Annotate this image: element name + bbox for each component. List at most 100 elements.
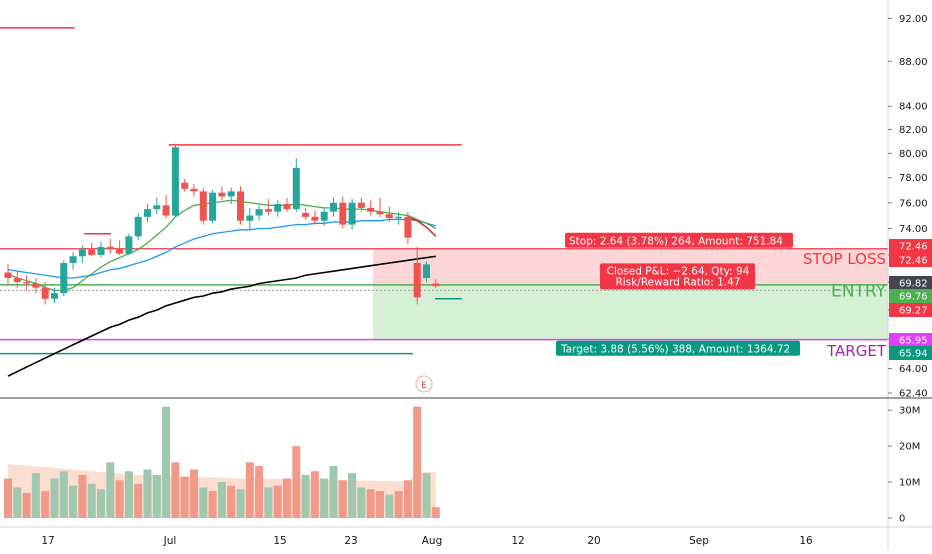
price-badge-bg-6 [889, 346, 932, 360]
candle-body-8 [78, 249, 86, 257]
time-tick-label-5: 12 [511, 535, 524, 547]
price-tick-label-7: 74.00 [899, 224, 928, 235]
volume-bar-3 [31, 473, 40, 518]
price-badge-label-5: 65.95 [899, 336, 928, 347]
volume-bar-25 [236, 489, 245, 518]
price-tick-label-5: 78.00 [899, 173, 928, 184]
price-badge-label-6: 65.94 [899, 349, 928, 360]
price-badge-bg-4 [889, 303, 932, 317]
candle-body-30 [283, 204, 291, 210]
candle-body-10 [97, 246, 105, 255]
pnl-label-line2: Risk/Reward Ratio: 1.47 [616, 276, 741, 288]
volume-bar-1 [13, 487, 22, 518]
candle-body-19 [181, 182, 189, 189]
target-zone [373, 285, 888, 340]
price-badge-label-2: 69.82 [899, 279, 928, 290]
time-tick-label-2: 15 [273, 535, 286, 547]
time-tick-label-3: 23 [344, 535, 357, 547]
volume-pane [4, 406, 440, 518]
volume-bar-4 [41, 491, 50, 518]
candle-body-0 [4, 272, 12, 278]
position-labels: Stop: 2.64 (3.78%) 264, Amount: 751.84 Cl… [415, 232, 887, 393]
volume-bar-23 [217, 482, 226, 518]
ma-red-line [407, 216, 437, 237]
price-badge-label-3: 69.76 [899, 292, 928, 303]
candle-body-43 [404, 216, 412, 238]
volume-bar-20 [190, 469, 198, 518]
ma-green-line [7, 199, 437, 292]
volume-bar-35 [329, 465, 338, 518]
price-tick-label-12: 64.00 [899, 364, 928, 375]
candle-body-34 [320, 211, 328, 221]
pnl-label-bg [600, 263, 755, 290]
target-label: Target: 3.88 (5.56%) 388, Amount: 1364.7… [560, 343, 790, 355]
candle-body-20 [190, 188, 198, 192]
price-badge-label-4: 69.27 [899, 306, 928, 317]
volume-bar-9 [87, 483, 96, 518]
candle-body-27 [255, 209, 263, 216]
stop-loss-annotation: STOP LOSS [803, 250, 886, 268]
candle-body-15 [144, 209, 151, 217]
price-tick-label-0: 92.00 [899, 14, 928, 25]
price-tick-label-2: 84.00 [899, 102, 928, 113]
candle-body-39 [367, 207, 375, 212]
target-label-bg [556, 340, 800, 356]
volume-bar-46 [431, 507, 440, 518]
volume-bar-22 [208, 491, 217, 518]
candle-body-11 [106, 246, 114, 249]
volume-bar-44 [413, 406, 422, 518]
volume-bar-30 [283, 478, 291, 518]
price-tick-label-6: 76.00 [899, 198, 928, 209]
volume-bar-11 [106, 462, 115, 518]
volume-bar-18 [171, 462, 180, 518]
stop-label-bg [565, 232, 793, 248]
price-badge-label-0: 72.46 [899, 242, 928, 253]
volume-bar-6 [59, 471, 68, 518]
candle-body-21 [199, 191, 207, 221]
candle-body-32 [302, 212, 310, 217]
volume-bar-39 [366, 489, 375, 518]
volume-bar-24 [227, 485, 236, 518]
candle-body-5 [51, 293, 58, 299]
candle-body-35 [330, 202, 337, 212]
ma-blue-line [7, 218, 436, 279]
candle-body-25 [237, 191, 244, 221]
candle-body-23 [218, 192, 226, 197]
volume-bar-10 [97, 489, 105, 518]
volume-bar-28 [264, 487, 273, 518]
candle-body-46 [432, 283, 440, 287]
volume-bar-13 [124, 471, 133, 518]
volume-bar-26 [245, 462, 254, 518]
time-tick-label-1: Jul [163, 535, 177, 547]
candle-body-22 [209, 192, 217, 221]
volume-bar-7 [69, 485, 78, 518]
volume-bar-32 [301, 474, 310, 518]
volume-bar-15 [143, 469, 152, 518]
price-tick-label-3: 82.00 [899, 125, 928, 136]
volume-bar-5 [50, 478, 59, 518]
volume-bar-27 [255, 465, 264, 518]
moving-averages [7, 199, 437, 377]
candles [4, 143, 440, 305]
price-tick-label-1: 88.00 [899, 57, 928, 68]
candle-body-4 [41, 287, 49, 299]
candle-body-7 [69, 256, 77, 264]
candle-body-42 [395, 216, 403, 219]
candle-body-41 [385, 214, 393, 219]
candle-body-40 [376, 211, 384, 215]
volume-bar-38 [357, 487, 366, 518]
time-tick-label-4: Aug [422, 535, 443, 547]
volume-bar-19 [180, 476, 189, 518]
ma-black-line [7, 255, 436, 377]
candle-body-18 [171, 147, 179, 216]
candle-body-29 [274, 204, 282, 212]
candle-body-45 [423, 264, 430, 278]
volume-bar-2 [22, 492, 31, 518]
volume-bar-37 [348, 473, 357, 518]
volume-bar-8 [78, 474, 87, 518]
price-tick-label-4: 80.00 [899, 149, 928, 160]
candle-body-36 [339, 202, 347, 225]
